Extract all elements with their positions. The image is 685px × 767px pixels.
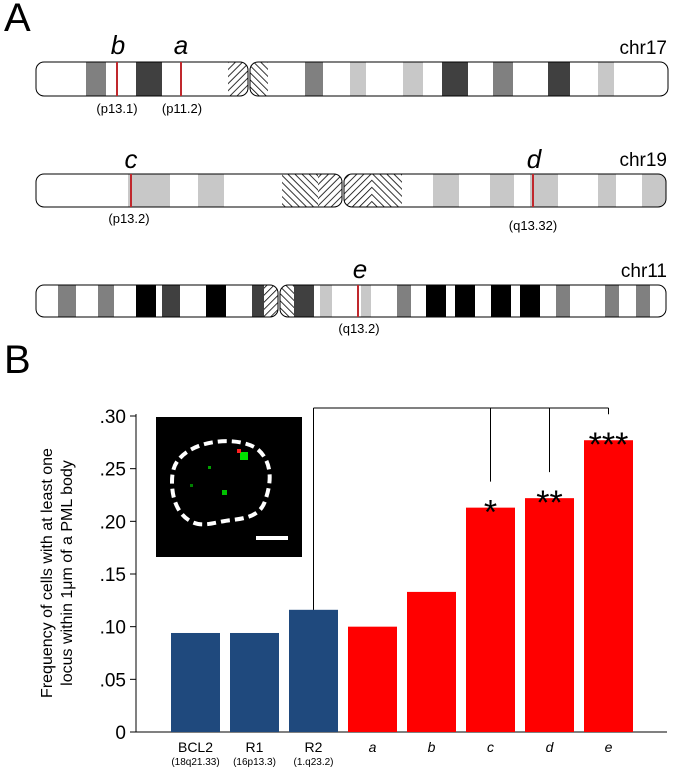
inset-micrograph	[156, 417, 302, 557]
x-tick-labels: BCL2 (18q21.33) R1 (16p13.3) R2 (1.q23.2) a b c d…	[171, 739, 612, 767]
y-tick-label: 0	[115, 723, 126, 744]
y-axis-label-line2: locus within 1μm of a PML body	[59, 460, 76, 686]
chromosome-chr19: c d (p13.2) (q13.32) chr19	[35, 144, 667, 233]
band-label-d: (q13.32)	[509, 218, 557, 233]
chromosome-name-chr19: chr19	[619, 150, 667, 171]
significance-stars: *	[484, 494, 497, 532]
locus-label-c: c	[125, 144, 138, 174]
green-signal-small	[208, 466, 211, 469]
band-label-c: (p13.2)	[108, 211, 149, 226]
y-tick-label: .10	[100, 618, 126, 639]
locus-label-e: e	[353, 254, 367, 284]
y-ticks: 0 .05 .10 .15 .20 .25 .30	[100, 407, 136, 744]
significance-brackets: * *****	[313, 407, 629, 610]
x-tick-label: c	[487, 739, 494, 755]
band-label-e: (q13.2)	[338, 321, 379, 336]
significance-stars: ***	[589, 426, 629, 464]
bar-e	[584, 440, 633, 732]
chromosome-name-chr17: chr17	[619, 38, 667, 59]
x-tick-label: d	[546, 739, 555, 755]
bar-a	[348, 626, 397, 732]
x-tick-label: R1	[246, 739, 264, 755]
x-tick-label: a	[369, 739, 377, 755]
green-signal	[240, 452, 248, 460]
x-tick-sublabel: (16p13.3)	[233, 757, 276, 767]
chromosome-chr11: e (q13.2) chr11	[35, 254, 667, 336]
y-tick-label: .15	[100, 565, 126, 586]
x-tick-sublabel: (1.q23.2)	[293, 757, 333, 767]
bar-d	[525, 498, 574, 732]
y-tick-label: .25	[100, 460, 126, 481]
y-tick-label: .30	[100, 407, 126, 428]
bar-c	[466, 507, 515, 732]
x-tick-label: b	[428, 739, 436, 755]
band-label-b: (p13.1)	[96, 101, 137, 116]
x-tick-label: R2	[305, 739, 323, 755]
panel-label-b: B	[4, 338, 31, 382]
significance-stars: **	[536, 484, 562, 522]
locus-label-b: b	[111, 30, 125, 60]
green-signal-small	[222, 490, 227, 495]
bars	[171, 440, 633, 732]
y-axis-label-line1: Frequency of cells with at least one	[39, 448, 56, 698]
y-tick-label: .05	[100, 670, 126, 691]
red-signal	[237, 449, 241, 453]
bar-bcl2	[171, 632, 220, 732]
x-tick-sublabel: (18q21.33)	[171, 757, 219, 767]
band-label-a: (p11.2)	[162, 101, 202, 116]
green-signal-small	[190, 484, 193, 487]
bar-b	[407, 591, 456, 732]
locus-label-d: d	[527, 144, 543, 174]
bar-chart: 0 .05 .10 .15 .20 .25 .30 BCL2 (18q21.33) R1 (16p…	[39, 407, 667, 767]
nucleus-outline	[169, 439, 272, 527]
locus-label-a: a	[174, 30, 188, 60]
chromosome-name-chr11: chr11	[621, 261, 667, 282]
chromosome-chr17: b a (p13.1) (p11.2) chr17	[35, 30, 669, 116]
y-tick-label: .20	[100, 512, 126, 533]
bar-r1	[230, 632, 279, 732]
panel-label-a: A	[4, 0, 31, 40]
x-tick-label: e	[605, 739, 613, 755]
x-tick-label: BCL2	[178, 739, 213, 755]
bar-r2	[289, 609, 338, 732]
